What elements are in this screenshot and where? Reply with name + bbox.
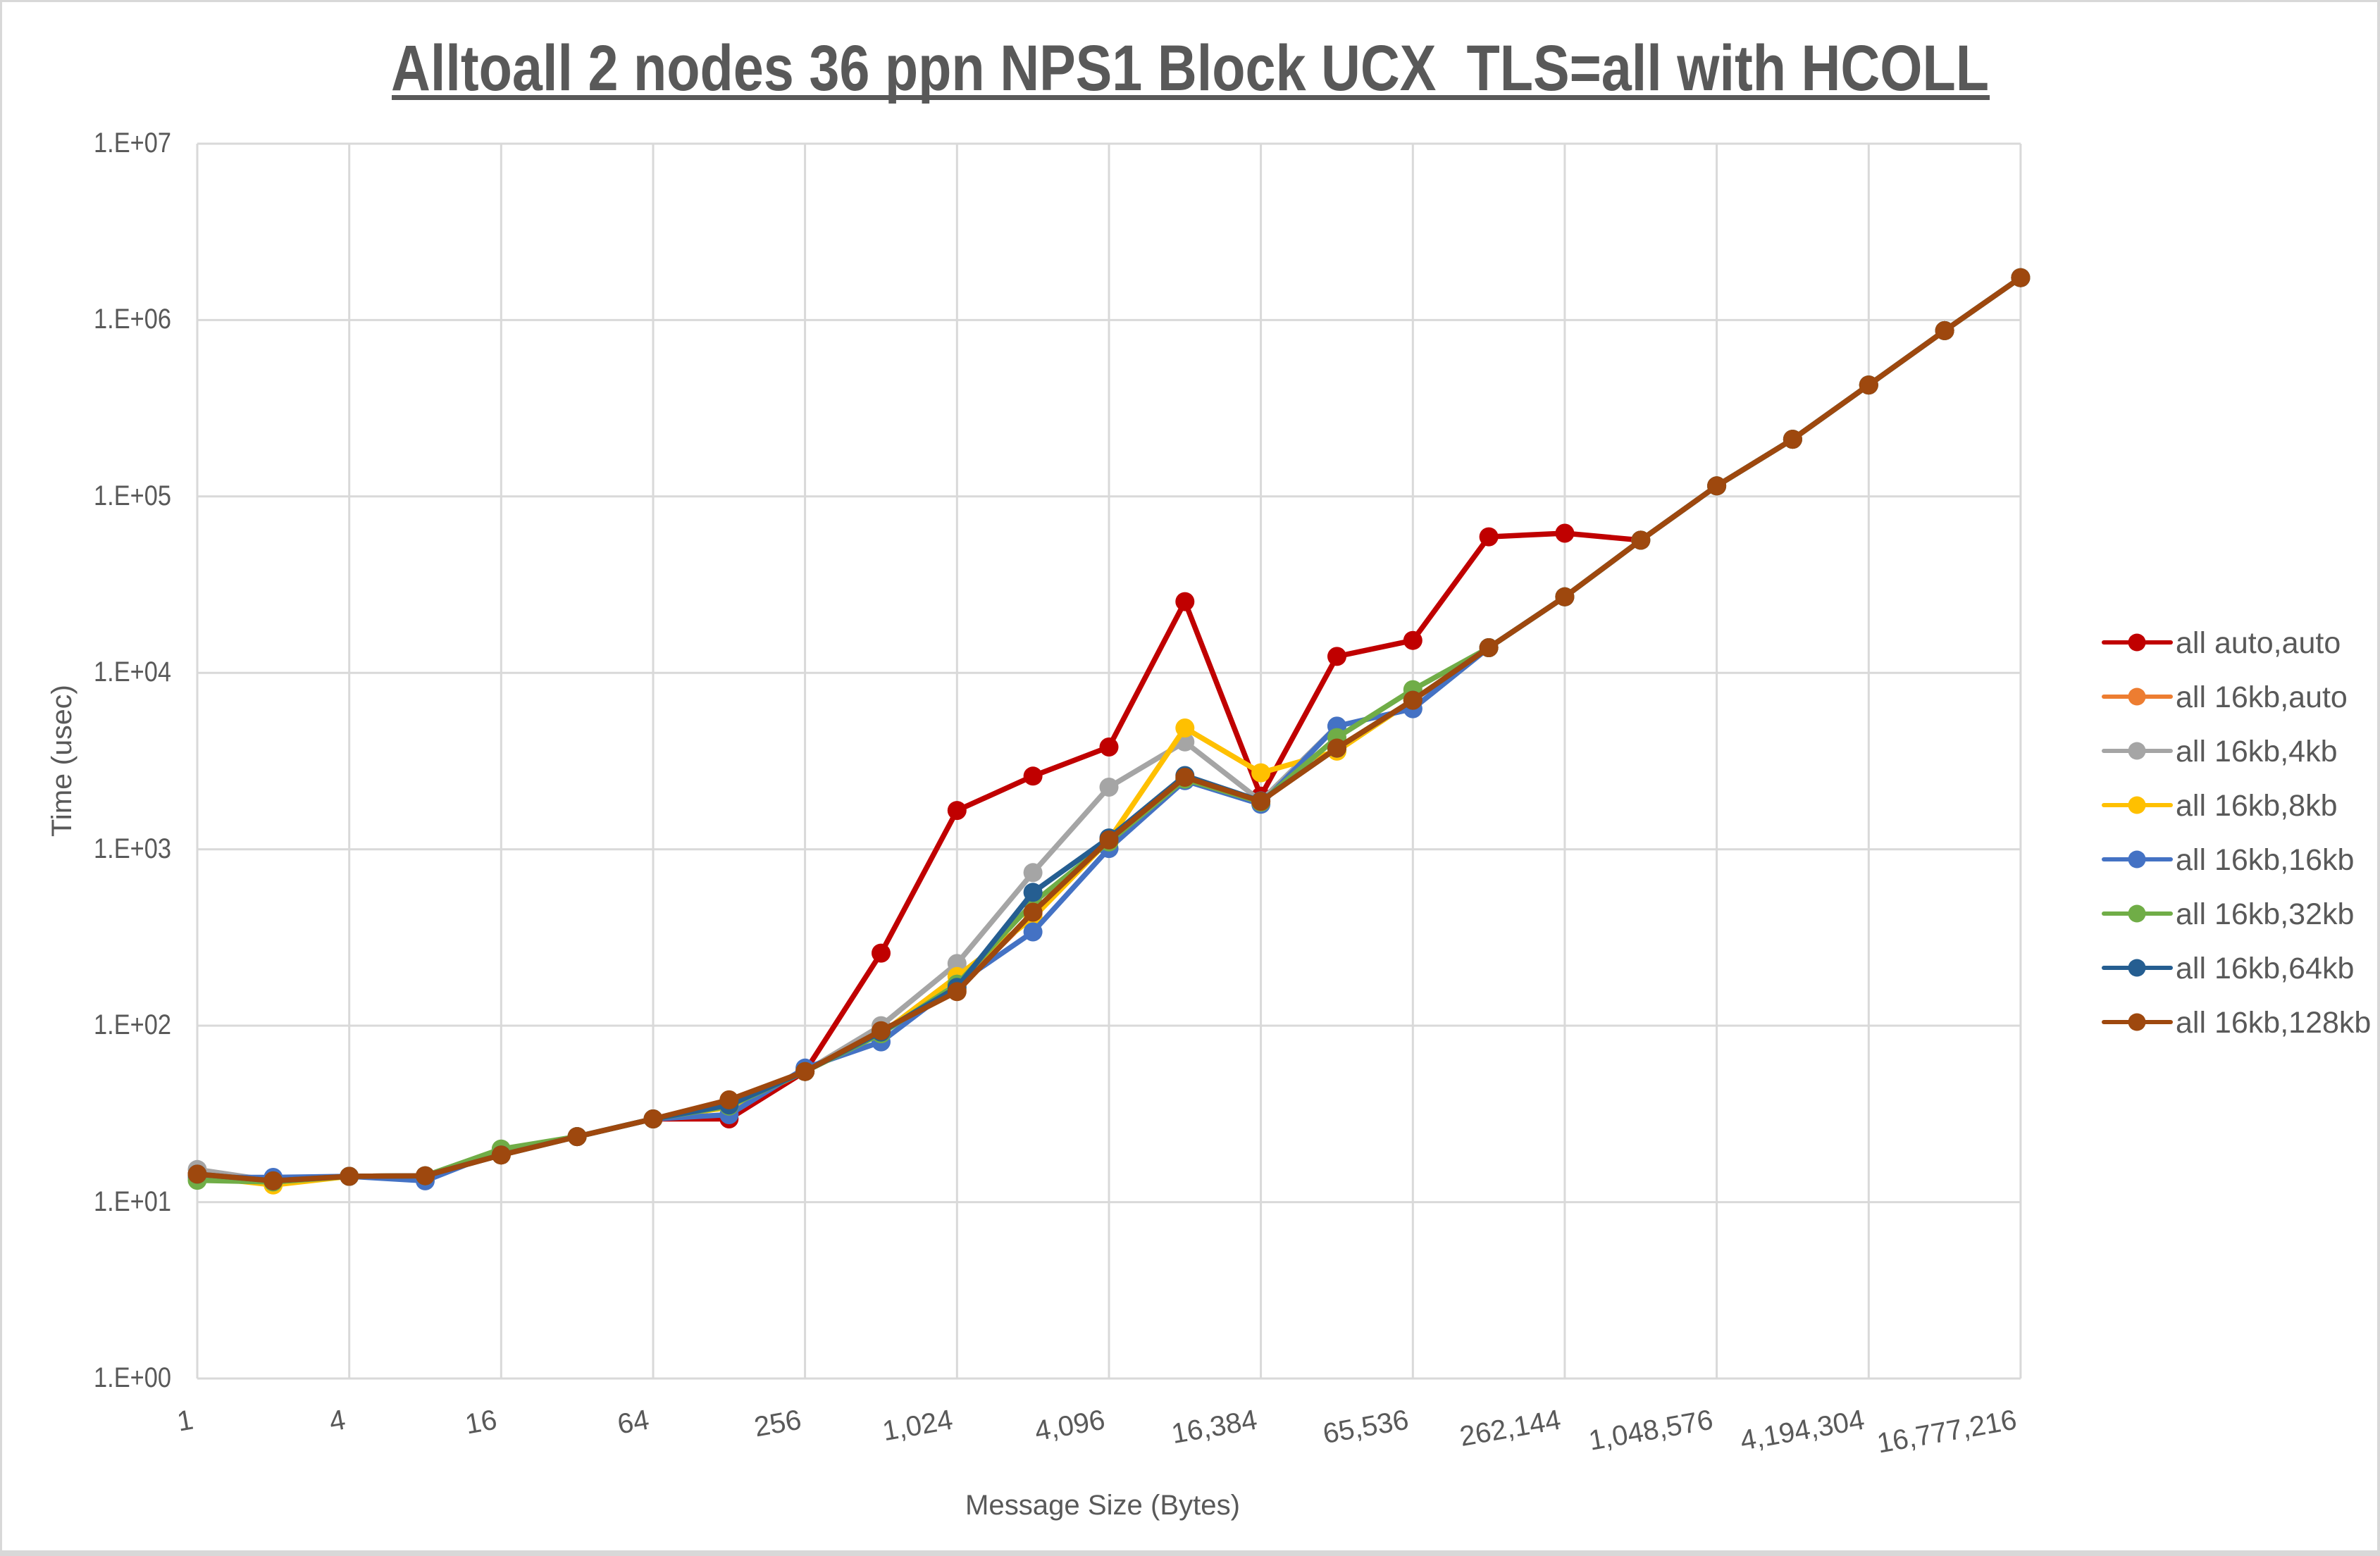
svg-text:256: 256 bbox=[752, 1405, 803, 1443]
svg-text:1.E+03: 1.E+03 bbox=[94, 833, 171, 864]
svg-text:all auto,auto: all auto,auto bbox=[2176, 626, 2341, 660]
svg-text:Time (usec): Time (usec) bbox=[47, 685, 78, 837]
svg-text:all 16kb,128kb: all 16kb,128kb bbox=[2176, 1006, 2371, 1040]
svg-text:262,144: 262,144 bbox=[1458, 1405, 1563, 1452]
svg-text:1.E+01: 1.E+01 bbox=[94, 1186, 171, 1217]
svg-text:all 16kb,64kb: all 16kb,64kb bbox=[2176, 952, 2354, 985]
svg-text:Alltoall 2 nodes 36 ppn NPS1 B: Alltoall 2 nodes 36 ppn NPS1 Block UCX_T… bbox=[391, 32, 1989, 104]
svg-text:1.E+04: 1.E+04 bbox=[94, 656, 171, 687]
svg-text:1.E+06: 1.E+06 bbox=[94, 304, 171, 335]
svg-text:1.E+07: 1.E+07 bbox=[94, 127, 171, 158]
svg-text:64: 64 bbox=[615, 1405, 651, 1440]
svg-text:1,024: 1,024 bbox=[880, 1405, 955, 1448]
svg-text:all 16kb,4kb: all 16kb,4kb bbox=[2176, 735, 2338, 768]
svg-text:16: 16 bbox=[463, 1405, 499, 1440]
svg-text:all 16kb,8kb: all 16kb,8kb bbox=[2176, 789, 2338, 823]
svg-text:all 16kb,32kb: all 16kb,32kb bbox=[2176, 897, 2354, 931]
svg-text:4: 4 bbox=[327, 1405, 348, 1438]
svg-text:all 16kb,auto: all 16kb,auto bbox=[2176, 680, 2348, 714]
svg-text:Message Size (Bytes): Message Size (Bytes) bbox=[965, 1490, 1240, 1521]
svg-text:1,048,576: 1,048,576 bbox=[1587, 1405, 1716, 1457]
svg-text:1.E+00: 1.E+00 bbox=[94, 1362, 171, 1393]
svg-text:1.E+02: 1.E+02 bbox=[94, 1009, 171, 1040]
svg-text:1.E+05: 1.E+05 bbox=[94, 480, 171, 511]
svg-text:all 16kb,16kb: all 16kb,16kb bbox=[2176, 843, 2354, 877]
svg-text:16,384: 16,384 bbox=[1169, 1405, 1259, 1450]
svg-text:4,194,304: 4,194,304 bbox=[1738, 1405, 1867, 1457]
svg-text:65,536: 65,536 bbox=[1320, 1405, 1411, 1450]
svg-text:16,777,216: 16,777,216 bbox=[1875, 1405, 2019, 1459]
svg-text:1: 1 bbox=[175, 1405, 196, 1438]
svg-text:4,096: 4,096 bbox=[1032, 1405, 1107, 1448]
